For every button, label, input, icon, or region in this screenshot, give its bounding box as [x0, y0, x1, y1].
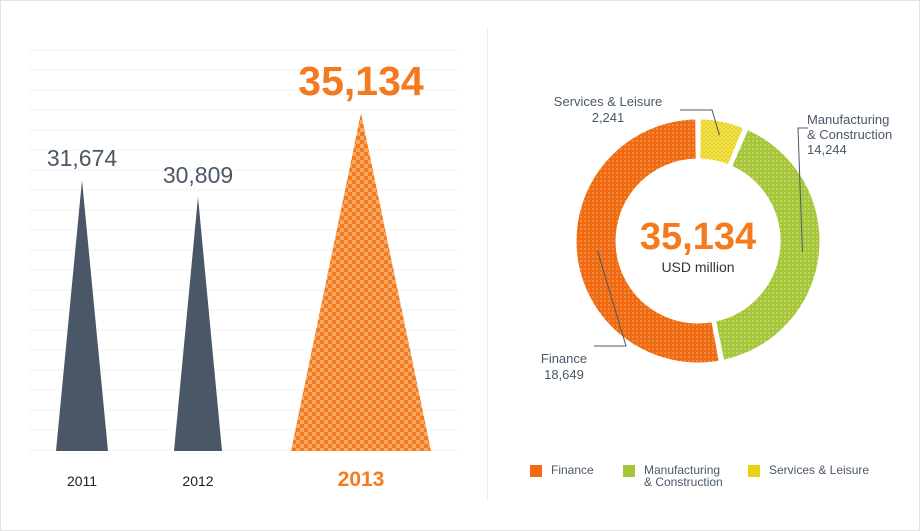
callout-line — [680, 109, 720, 136]
legend-item-services: Services & Leisure — [748, 464, 869, 477]
value-label-2012: 30,809 — [163, 162, 233, 188]
bar-2012 — [174, 196, 222, 451]
donut-center-value: 35,134 — [640, 216, 756, 258]
bars: 31,674 2011 30,809 2012 35,134 2013 — [47, 58, 431, 491]
callout-label: 14,244 — [807, 142, 847, 157]
callout-line — [797, 127, 808, 252]
callout-label: Manufacturing — [807, 112, 889, 127]
category-label-2011: 2011 — [67, 473, 97, 489]
callout-label: & Construction — [807, 127, 892, 142]
value-label-2011: 31,674 — [47, 145, 118, 171]
legend-label: Manufacturing & Construction — [644, 463, 723, 489]
slice-finance — [573, 116, 723, 366]
bar-2013 — [291, 113, 431, 451]
value-label-2013: 35,134 — [298, 58, 424, 104]
legend-item-finance: Finance — [530, 464, 594, 477]
legend-swatch-manufacturing — [623, 465, 635, 477]
category-label-2013: 2013 — [338, 468, 385, 491]
callout-line — [594, 250, 627, 347]
slice-manufacturing-construction — [712, 126, 823, 364]
legend-label: Services & Leisure — [769, 463, 870, 477]
category-label-2012: 2012 — [182, 473, 213, 489]
bar-2011 — [56, 180, 108, 451]
callout-label: 2,241 — [592, 110, 625, 125]
legend-swatch-services — [748, 465, 760, 477]
legend-item-manufacturing: Manufacturing & Construction — [623, 464, 723, 488]
legend-label: Finance — [551, 463, 594, 477]
callout-label: Services & Leisure — [554, 94, 662, 109]
slice-services-leisure — [697, 116, 747, 169]
panel-divider — [487, 28, 488, 500]
legend: Finance Manufacturing & Construction Ser… — [530, 464, 910, 494]
callout-label: 18,649 — [544, 367, 584, 382]
donut-center-unit: USD million — [661, 259, 734, 275]
callout-label: Finance — [541, 351, 587, 366]
legend-swatch-finance — [530, 465, 542, 477]
